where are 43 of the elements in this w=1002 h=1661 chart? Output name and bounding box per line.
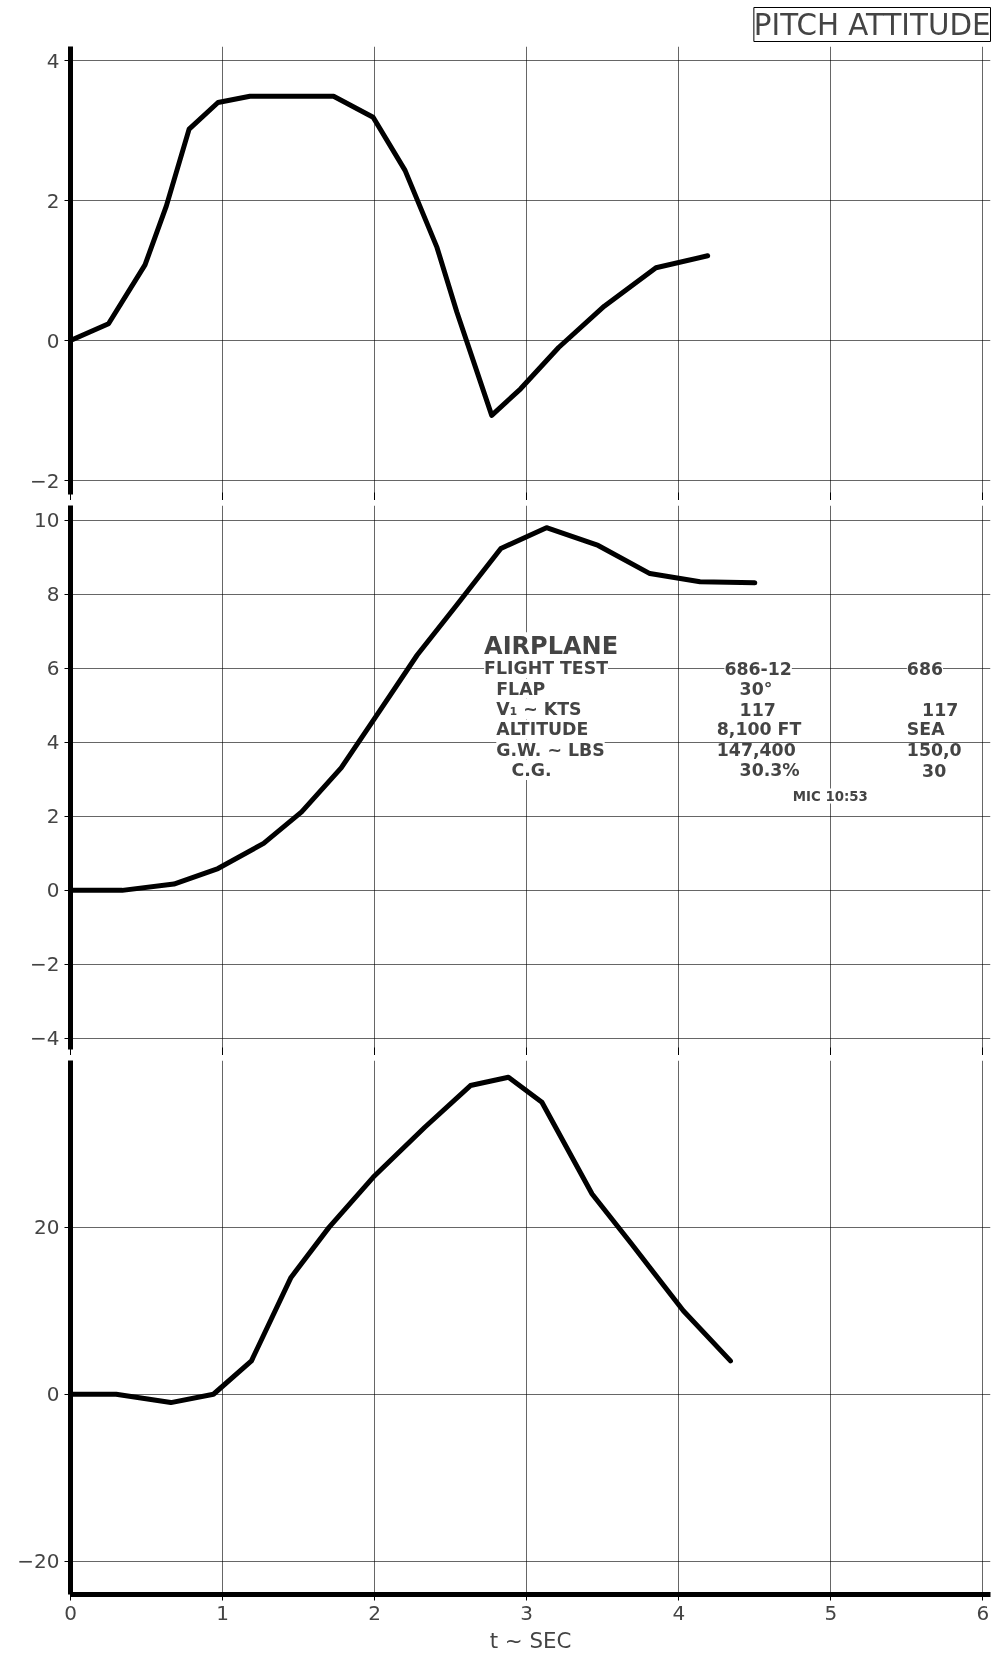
x-tick-label: 6 [976, 1600, 990, 1625]
y-tick-label: 0 [46, 328, 60, 353]
annotation: V₁ ~ KTS [496, 699, 582, 720]
annotation: C.G. [511, 760, 552, 781]
y-tick-label: 4 [46, 48, 60, 73]
x-axis-title: t ~ SEC [489, 1627, 572, 1653]
annotation: 686-12 [724, 658, 792, 679]
annotation: FLAP [496, 678, 546, 699]
annotation: 117 [739, 699, 776, 720]
y-tick-label: 2 [46, 804, 60, 829]
y-tick-label: −2 [30, 468, 60, 493]
y-tick-label: 4 [46, 730, 60, 755]
x-tick-label: 4 [672, 1600, 686, 1625]
y-tick-label: −20 [17, 1549, 60, 1574]
annotation: FLIGHT TEST [484, 658, 609, 679]
y-tick-label: 20 [34, 1215, 60, 1240]
y-tick-label: 8 [46, 582, 60, 607]
annotation: SEA [906, 719, 946, 740]
annotation: 30° [739, 678, 773, 699]
annotation: 117 [922, 699, 959, 720]
y-tick-label: 0 [46, 1382, 60, 1407]
y-tick-label: 2 [46, 188, 60, 213]
x-tick-label: 0 [64, 1600, 77, 1625]
annotation: 686 [906, 658, 944, 679]
annotation: G.W. ~ LBS [496, 739, 605, 760]
annotation: 8,100 FT [716, 719, 802, 740]
x-tick-label: 3 [520, 1600, 534, 1625]
x-tick-label: 2 [368, 1600, 381, 1625]
y-tick-label: 6 [46, 656, 60, 681]
annotation: 30 [922, 760, 947, 781]
chart-title: PITCH ATTITUDE [753, 7, 991, 42]
y-tick-label: −4 [30, 1026, 60, 1051]
y-tick-label: 0 [46, 878, 60, 903]
y-tick-label: 10 [34, 508, 60, 533]
annotation: MIC 10:53 [792, 788, 868, 804]
annotation: 30.3% [739, 760, 800, 781]
x-tick-label: 1 [216, 1600, 229, 1625]
annotation: 147,400 [716, 740, 796, 761]
annotation: AIRPLANE [484, 632, 619, 661]
x-tick-label: 5 [824, 1600, 838, 1625]
annotation: ALTITUDE [496, 719, 589, 740]
annotation: 150,0 [906, 740, 962, 761]
y-tick-label: −2 [30, 952, 60, 977]
